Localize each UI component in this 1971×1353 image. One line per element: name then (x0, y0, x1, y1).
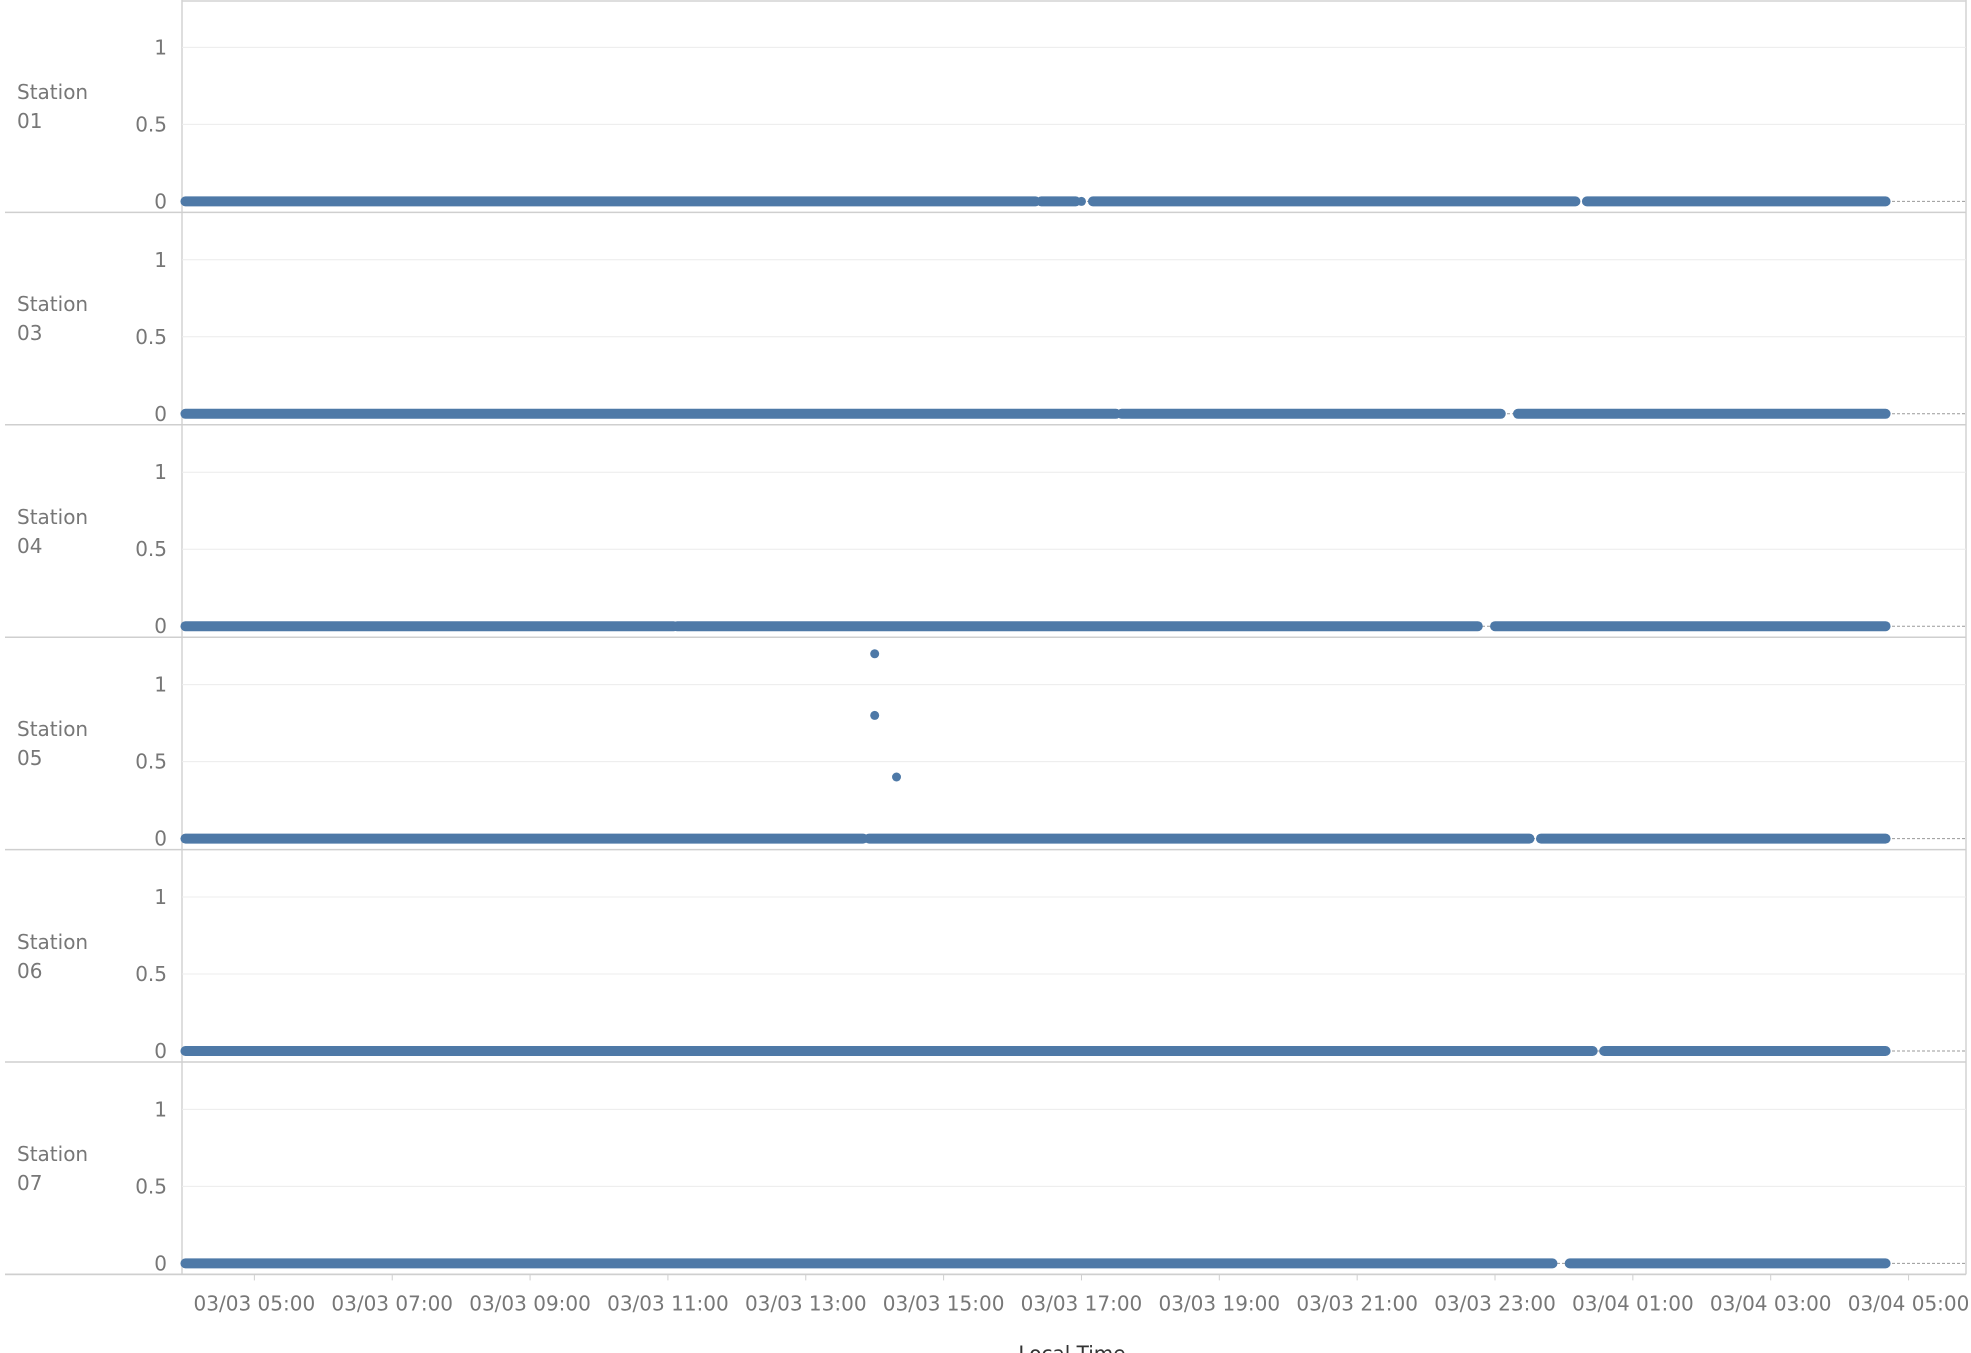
y-tick-label: 0.5 (135, 1174, 167, 1198)
y-tick-label: 0 (154, 1039, 167, 1063)
x-tick-label: 03/03 05:00 (194, 1291, 316, 1315)
y-tick-label: 0.5 (135, 537, 167, 561)
y-tick-label: 1 (154, 885, 167, 909)
x-tick-label: 03/03 07:00 (331, 1291, 453, 1315)
y-tick-label: 0 (154, 827, 167, 851)
panel-label-station: Station 06 (17, 929, 89, 983)
panel-1: 10.50 (5, 35, 1966, 213)
panel-label-station: Station 05 (17, 717, 89, 771)
x-tick-label: 03/03 23:00 (1434, 1291, 1556, 1315)
panel-label-station: Station 03 (17, 292, 89, 346)
y-tick-label: 0 (154, 1251, 167, 1275)
y-tick-label: 0.5 (135, 962, 167, 986)
y-tick-label: 0 (154, 189, 167, 213)
x-tick-label: 03/03 17:00 (1021, 1291, 1143, 1315)
x-tick-label: 03/03 21:00 (1296, 1291, 1418, 1315)
panel-3: 10.50 (5, 460, 1966, 638)
data-point (1076, 196, 1086, 206)
panel-label-station: Station 01 (17, 80, 89, 133)
panel-4: 10.50 (5, 649, 1966, 851)
y-tick-label: 1 (154, 673, 167, 697)
y-tick-label: 1 (154, 35, 167, 59)
y-tick-label: 0.5 (135, 112, 167, 136)
data-point (870, 710, 880, 720)
y-tick-label: 0.5 (135, 325, 167, 349)
x-tick-label: 03/04 05:00 (1848, 1291, 1970, 1315)
y-tick-label: 1 (154, 460, 167, 484)
y-tick-label: 0.5 (135, 750, 167, 774)
x-tick-label: 03/03 15:00 (883, 1291, 1005, 1315)
x-axis-title: Local Time (1018, 1341, 1125, 1353)
data-point (870, 649, 880, 659)
x-tick-label: 03/04 01:00 (1572, 1291, 1694, 1315)
y-tick-label: 1 (154, 1097, 167, 1121)
y-tick-label: 1 (154, 248, 167, 272)
data-point (892, 772, 902, 782)
panel-2: 10.50 (5, 248, 1966, 426)
panel-5: 10.50 (5, 885, 1966, 1063)
x-tick-label: 03/03 19:00 (1158, 1291, 1280, 1315)
y-tick-label: 0 (154, 402, 167, 426)
x-tick-label: 03/04 03:00 (1710, 1291, 1832, 1315)
panel-label-station: Station 04 (17, 504, 89, 558)
x-tick-label: 03/03 13:00 (745, 1291, 867, 1315)
x-tick-label: 03/03 09:00 (469, 1291, 591, 1315)
y-tick-label: 0 (154, 614, 167, 638)
panel-label-station: Station 07 (17, 1142, 89, 1195)
panel-6: 10.50 (5, 1097, 1966, 1275)
x-tick-label: 03/03 11:00 (607, 1291, 729, 1315)
